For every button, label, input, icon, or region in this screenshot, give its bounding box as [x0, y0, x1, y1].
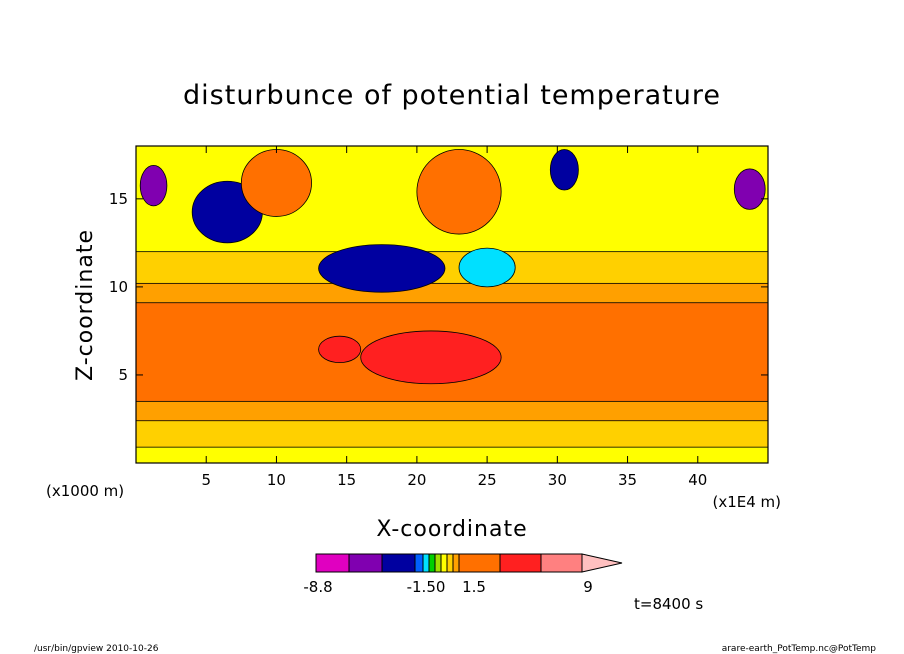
colorbar-bin-10	[458, 553, 501, 573]
y-tick-label-1: 10	[109, 278, 128, 296]
time-annotation: t=8400 s	[634, 595, 703, 613]
colorbar-bin-9	[452, 553, 460, 573]
colorbar-bin-7	[440, 553, 448, 573]
footer-right: arare-earth_PotTemp.nc@PotTemp	[722, 644, 877, 654]
y-tick-label-2: 15	[109, 190, 128, 208]
contour-region-7	[458, 247, 516, 288]
colorbar-bin-0	[315, 553, 350, 573]
x-tick-label-2: 15	[337, 471, 356, 489]
x-axis: 5 10 15 20 25 30 35 40	[201, 146, 707, 489]
x-tick-label-6: 35	[618, 471, 637, 489]
y-axis-label: Z-coordinate	[73, 229, 98, 381]
colorbar-label-1: -1.50	[407, 578, 446, 596]
colorbar-label-3: 9	[583, 578, 593, 596]
contour-region-6	[318, 244, 446, 293]
colorbar-bin-1	[348, 553, 383, 573]
plot-frame	[135, 145, 769, 464]
colorbar-bin-11	[499, 553, 542, 573]
colorbar	[315, 553, 623, 573]
colorbar-bin-6	[434, 553, 442, 573]
contour-region-9	[733, 168, 766, 210]
contour-region-13	[549, 149, 579, 191]
y-axis: 5 10 15	[109, 190, 768, 384]
contour-region-8	[139, 164, 168, 207]
y-tick-label-0: 5	[118, 366, 128, 384]
x-tick-label-3: 20	[407, 471, 426, 489]
plot-field	[136, 146, 768, 463]
footer-left: /usr/bin/gpview 2010-10-26	[34, 644, 159, 654]
contour-regions	[136, 146, 768, 463]
colorbar-bin-3	[414, 553, 424, 573]
x-unit-right: (x1E4 m)	[712, 493, 781, 511]
colorbar-label-0: -8.8	[303, 578, 332, 596]
colorbar-bin-8	[446, 553, 454, 573]
colorbar-labels: -8.8 -1.50 1.5 9	[303, 578, 592, 596]
colorbar-bin-2	[381, 553, 416, 573]
colorbar-bin-5	[428, 553, 436, 573]
colorbar-bin-12	[540, 553, 583, 573]
x-tick-label-5: 30	[548, 471, 567, 489]
x-tick-label-1: 10	[267, 471, 286, 489]
x-axis-label: X-coordinate	[376, 517, 527, 542]
colorbar-bin-13	[581, 553, 623, 573]
x-tick-label-4: 25	[478, 471, 497, 489]
x-tick-label-0: 5	[201, 471, 211, 489]
contour-region-4	[360, 330, 502, 385]
contour-region-12	[416, 149, 502, 235]
x-unit-left: (x1000 m)	[46, 482, 124, 500]
colorbar-label-2: 1.5	[462, 578, 486, 596]
contour-region-11	[240, 149, 312, 217]
x-tick-label-7: 40	[688, 471, 707, 489]
colorbar-bin-4	[422, 553, 430, 573]
chart-title: disturbunce of potential temperature	[183, 80, 721, 111]
contour-region-5	[318, 335, 362, 364]
